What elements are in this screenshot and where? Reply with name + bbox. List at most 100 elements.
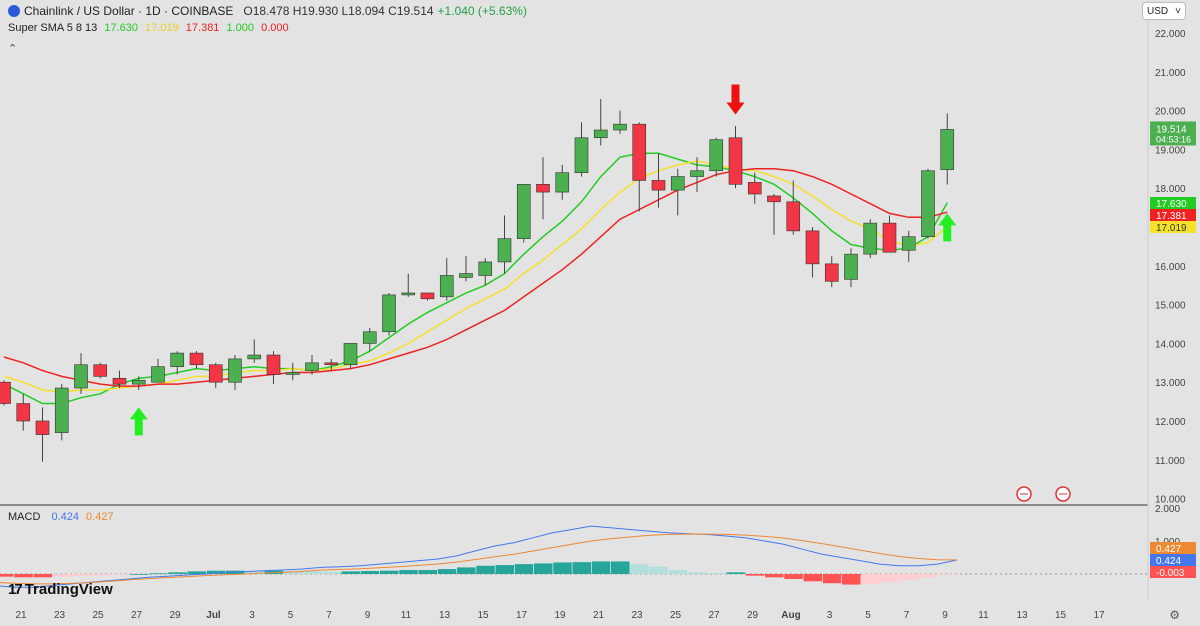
candle-down bbox=[16, 403, 31, 422]
candle-down bbox=[882, 222, 897, 253]
candle-up bbox=[478, 261, 493, 276]
time-tick-label: 17 bbox=[1093, 610, 1105, 621]
last-price-label: 19.514 bbox=[1156, 124, 1187, 135]
price-tick-label: 21.000 bbox=[1155, 68, 1186, 79]
indicator-name[interactable]: Super SMA 5 8 13 bbox=[8, 22, 98, 34]
macd-price-badge bbox=[1150, 566, 1196, 578]
macd-histogram-bar bbox=[707, 573, 726, 574]
macd-histogram-bar bbox=[457, 567, 476, 574]
buy-signal-arrow-icon bbox=[938, 213, 957, 242]
candle-up bbox=[170, 352, 185, 367]
price-tick-label: 18.000 bbox=[1155, 184, 1186, 195]
macd-histogram-bar bbox=[283, 571, 303, 574]
chevron-down-icon: ˅ bbox=[1175, 5, 1181, 17]
candle-down bbox=[651, 180, 666, 191]
macd-histogram-bar bbox=[322, 571, 341, 574]
macd-histogram-bar bbox=[52, 574, 72, 577]
time-tick-label: 11 bbox=[401, 610, 412, 621]
time-tick-label: 25 bbox=[670, 610, 682, 621]
time-tick-label: 15 bbox=[477, 610, 489, 621]
price-tick-label: 11.000 bbox=[1155, 456, 1185, 467]
chainlink-icon bbox=[8, 5, 20, 17]
candle-up bbox=[901, 236, 916, 251]
ohlc-values: O18.478 H19.930 L18.094 C19.514 bbox=[243, 4, 434, 18]
last-price-badge bbox=[1150, 121, 1196, 146]
macd-histogram-bar bbox=[745, 574, 765, 576]
candle-down bbox=[189, 352, 204, 366]
macd-histogram-bar bbox=[341, 571, 360, 574]
tradingview-mark-icon: 17 bbox=[8, 581, 23, 598]
macd-histogram-bar bbox=[168, 572, 187, 574]
macd-name[interactable]: MACD bbox=[8, 511, 41, 523]
symbol-header[interactable]: Chainlink / US Dollar · 1D · COINBASE O1… bbox=[8, 4, 527, 18]
time-tick-label: 21 bbox=[593, 610, 605, 621]
price-tick-label: 12.000 bbox=[1155, 417, 1186, 428]
macd-value: 0.424 bbox=[51, 511, 79, 523]
time-tick-label: 3 bbox=[827, 610, 833, 621]
symbol-title[interactable]: Chainlink / US Dollar · 1D · COINBASE bbox=[24, 4, 234, 18]
candle-down bbox=[728, 137, 743, 185]
macd-histogram-bar bbox=[784, 574, 803, 579]
macd-histogram-bar bbox=[880, 574, 899, 583]
macd-histogram-bar bbox=[437, 569, 457, 574]
price-tick-label: 22.000 bbox=[1155, 29, 1186, 40]
candle-up bbox=[401, 292, 416, 296]
macd-line-signal bbox=[0, 533, 957, 585]
macd-histogram-bar bbox=[630, 564, 649, 574]
macd-tick-label: 2.000 bbox=[1155, 504, 1180, 515]
candle-down bbox=[35, 420, 50, 435]
indicator-legend[interactable]: Super SMA 5 8 13 17.630 17.019 17.381 1.… bbox=[8, 22, 293, 34]
macd-histogram-bar bbox=[861, 574, 880, 584]
buy-signal-arrow-icon bbox=[129, 407, 148, 436]
sell-signal-arrow-icon bbox=[726, 84, 745, 115]
countdown-label: 04:53:16 bbox=[1156, 134, 1191, 144]
sma-line-sma-5 bbox=[3, 152, 948, 405]
macd-histogram-bar bbox=[919, 574, 938, 578]
macd-histogram-bar bbox=[129, 574, 149, 575]
macd-price-label: -0.003 bbox=[1156, 568, 1185, 579]
time-tick-label: 13 bbox=[1016, 610, 1028, 621]
macd-price-label: 0.424 bbox=[1156, 556, 1181, 567]
candle-down bbox=[747, 182, 762, 195]
macd-histogram-bar bbox=[303, 571, 322, 574]
candle-up bbox=[439, 275, 454, 298]
sma-price-badge bbox=[1150, 221, 1196, 233]
candle-down bbox=[112, 378, 127, 385]
time-tick-label: 23 bbox=[631, 610, 643, 621]
time-tick-label: 7 bbox=[904, 610, 910, 621]
candle-up bbox=[670, 176, 685, 191]
settings-gear-icon[interactable]: ⚙ bbox=[1169, 608, 1180, 622]
candle-down bbox=[767, 195, 781, 203]
candle-down bbox=[420, 292, 435, 300]
candle-down bbox=[93, 364, 108, 377]
candle-up bbox=[285, 372, 300, 375]
candle-up bbox=[228, 358, 242, 383]
macd-histogram-bar bbox=[91, 574, 110, 576]
macd-legend[interactable]: MACD 0.424 0.427 bbox=[8, 511, 118, 523]
sma-price-badge bbox=[1150, 209, 1196, 221]
macd-histogram-bar bbox=[822, 574, 842, 584]
time-tick-label: 9 bbox=[942, 610, 948, 621]
time-tick-label: Aug bbox=[781, 610, 800, 621]
candle-up bbox=[247, 354, 262, 360]
macd-histogram-bar bbox=[149, 573, 168, 575]
candle-up bbox=[305, 362, 319, 371]
macd-histogram-bar bbox=[0, 574, 14, 577]
macd-histogram-bar bbox=[591, 561, 611, 574]
macd-histogram-bar bbox=[514, 564, 534, 574]
candle-down bbox=[786, 201, 801, 232]
candle-up bbox=[844, 253, 858, 280]
collapse-legend-icon[interactable]: ⌃ bbox=[8, 43, 18, 55]
sma-line-sma-8 bbox=[3, 160, 948, 393]
time-tick-label: 17 bbox=[516, 610, 528, 621]
currency-selector[interactable]: USD ˅ bbox=[1142, 2, 1186, 20]
candle-up bbox=[940, 129, 955, 170]
candle-down bbox=[324, 362, 339, 366]
candle-up bbox=[863, 222, 878, 255]
candle-up bbox=[382, 294, 396, 333]
macd-histogram-bar bbox=[476, 565, 495, 574]
candle-down bbox=[536, 184, 550, 193]
macd-price-badge bbox=[1150, 554, 1196, 566]
sma-price-label: 17.630 bbox=[1156, 199, 1187, 210]
